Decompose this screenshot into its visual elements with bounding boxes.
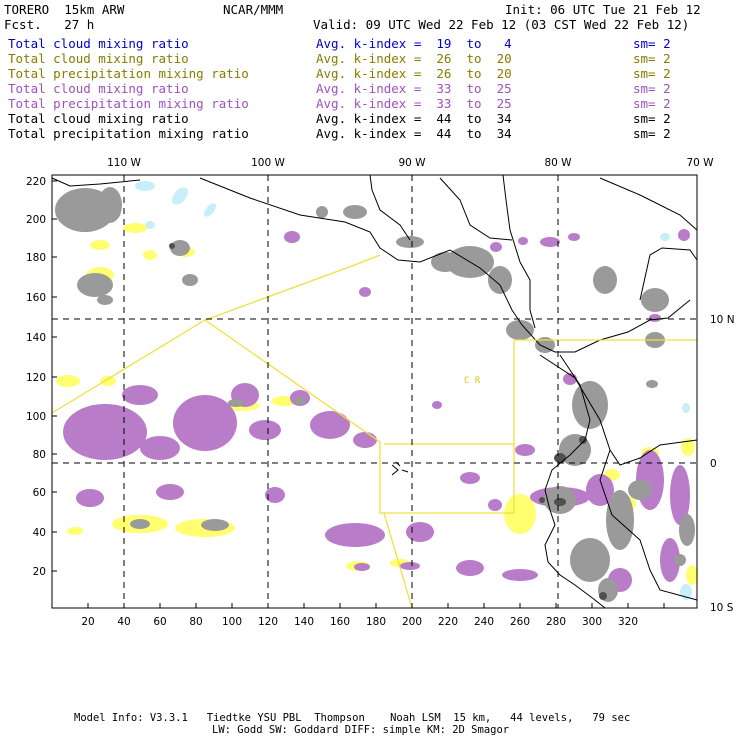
legend-kindex: Avg. k-index = 33 to 25 xyxy=(316,81,512,96)
x-tick-label: 120 xyxy=(258,616,278,628)
tick-marks xyxy=(52,180,665,608)
y-tick-label: 120 xyxy=(26,372,46,384)
valid-time: Valid: 09 UTC Wed 22 Feb 12 (03 CST Wed … xyxy=(313,17,690,32)
legend-sm: sm= 2 xyxy=(633,36,671,51)
y-tick-label: 200 xyxy=(26,214,46,226)
lat-label: 10 S xyxy=(710,602,734,614)
legend-field: Total cloud mixing ratio xyxy=(8,51,189,66)
legend-sm: sm= 2 xyxy=(633,66,671,81)
legend-field: Total precipitation mixing ratio xyxy=(8,66,249,81)
y-tick-label: 100 xyxy=(26,411,46,423)
lat-label: 0 xyxy=(710,458,717,470)
legend-kindex: Avg. k-index = 44 to 34 xyxy=(316,111,512,126)
y-tick-label: 180 xyxy=(26,252,46,264)
forecast-hour: Fcst. 27 h xyxy=(4,17,95,32)
map-frame xyxy=(51,174,698,609)
x-tick-label: 240 xyxy=(474,616,494,628)
x-tick-label: 20 xyxy=(81,616,94,628)
y-tick-label: 60 xyxy=(33,487,46,499)
x-tick-label: 280 xyxy=(546,616,566,628)
legend-kindex: Avg. k-index = 26 to 20 xyxy=(316,51,512,66)
x-tick-label: 200 xyxy=(402,616,422,628)
legend-field: Total precipitation mixing ratio xyxy=(8,126,249,141)
lon-label: 100 W xyxy=(251,157,285,169)
legend-sm: sm= 2 xyxy=(633,96,671,111)
legend-sm: sm= 2 xyxy=(633,126,671,141)
lat-label: 10 N xyxy=(710,314,735,326)
legend-kindex: Avg. k-index = 44 to 34 xyxy=(316,126,512,141)
coastlines xyxy=(51,174,698,609)
y-tick-label: 20 xyxy=(33,566,46,578)
y-tick-label: 80 xyxy=(33,449,46,461)
init-time: Init: 06 UTC Tue 21 Feb 12 xyxy=(505,2,701,17)
legend-field: Total cloud mixing ratio xyxy=(8,111,189,126)
region-label: C R xyxy=(464,376,481,386)
lon-label: 110 W xyxy=(107,157,141,169)
organization: NCAR/MMM xyxy=(223,2,284,17)
x-tick-label: 260 xyxy=(510,616,530,628)
x-tick-label: 320 xyxy=(618,616,638,628)
legend-kindex: Avg. k-index = 19 to 4 xyxy=(316,36,512,51)
legend-kindex: Avg. k-index = 33 to 25 xyxy=(316,96,512,111)
y-tick-label: 140 xyxy=(26,332,46,344)
legend-kindex: Avg. k-index = 26 to 20 xyxy=(316,66,512,81)
lat-lon-grid xyxy=(52,175,697,608)
x-tick-label: 140 xyxy=(294,616,314,628)
lon-label: 90 W xyxy=(398,157,426,169)
x-tick-label: 40 xyxy=(117,616,130,628)
x-tick-label: 60 xyxy=(153,616,166,628)
y-tick-label: 40 xyxy=(33,527,46,539)
y-tick-label: 160 xyxy=(26,292,46,304)
legend-sm: sm= 2 xyxy=(633,111,671,126)
x-tick-label: 100 xyxy=(222,616,242,628)
x-tick-label: 300 xyxy=(582,616,602,628)
x-tick-label: 180 xyxy=(366,616,386,628)
x-tick-label: 160 xyxy=(330,616,350,628)
model-title: TORERO 15km ARW xyxy=(4,2,125,17)
y-tick-label: 220 xyxy=(26,176,46,188)
x-tick-label: 80 xyxy=(189,616,202,628)
footer-model-info: Model Info: V3.3.1 Tiedtke YSU PBL Thomp… xyxy=(74,712,631,724)
legend-field: Total precipitation mixing ratio xyxy=(8,96,249,111)
legend-sm: sm= 2 xyxy=(633,51,671,66)
lon-label: 70 W xyxy=(686,157,714,169)
legend-sm: sm= 2 xyxy=(633,81,671,96)
legend-field: Total cloud mixing ratio xyxy=(8,81,189,96)
lon-label: 80 W xyxy=(544,157,572,169)
legend-field: Total cloud mixing ratio xyxy=(8,36,189,51)
nest-domain-boundary xyxy=(51,254,697,609)
footer-physics-info: LW: Godd SW: Goddard DIFF: simple KM: 2D… xyxy=(212,724,510,736)
x-tick-label: 220 xyxy=(438,616,458,628)
